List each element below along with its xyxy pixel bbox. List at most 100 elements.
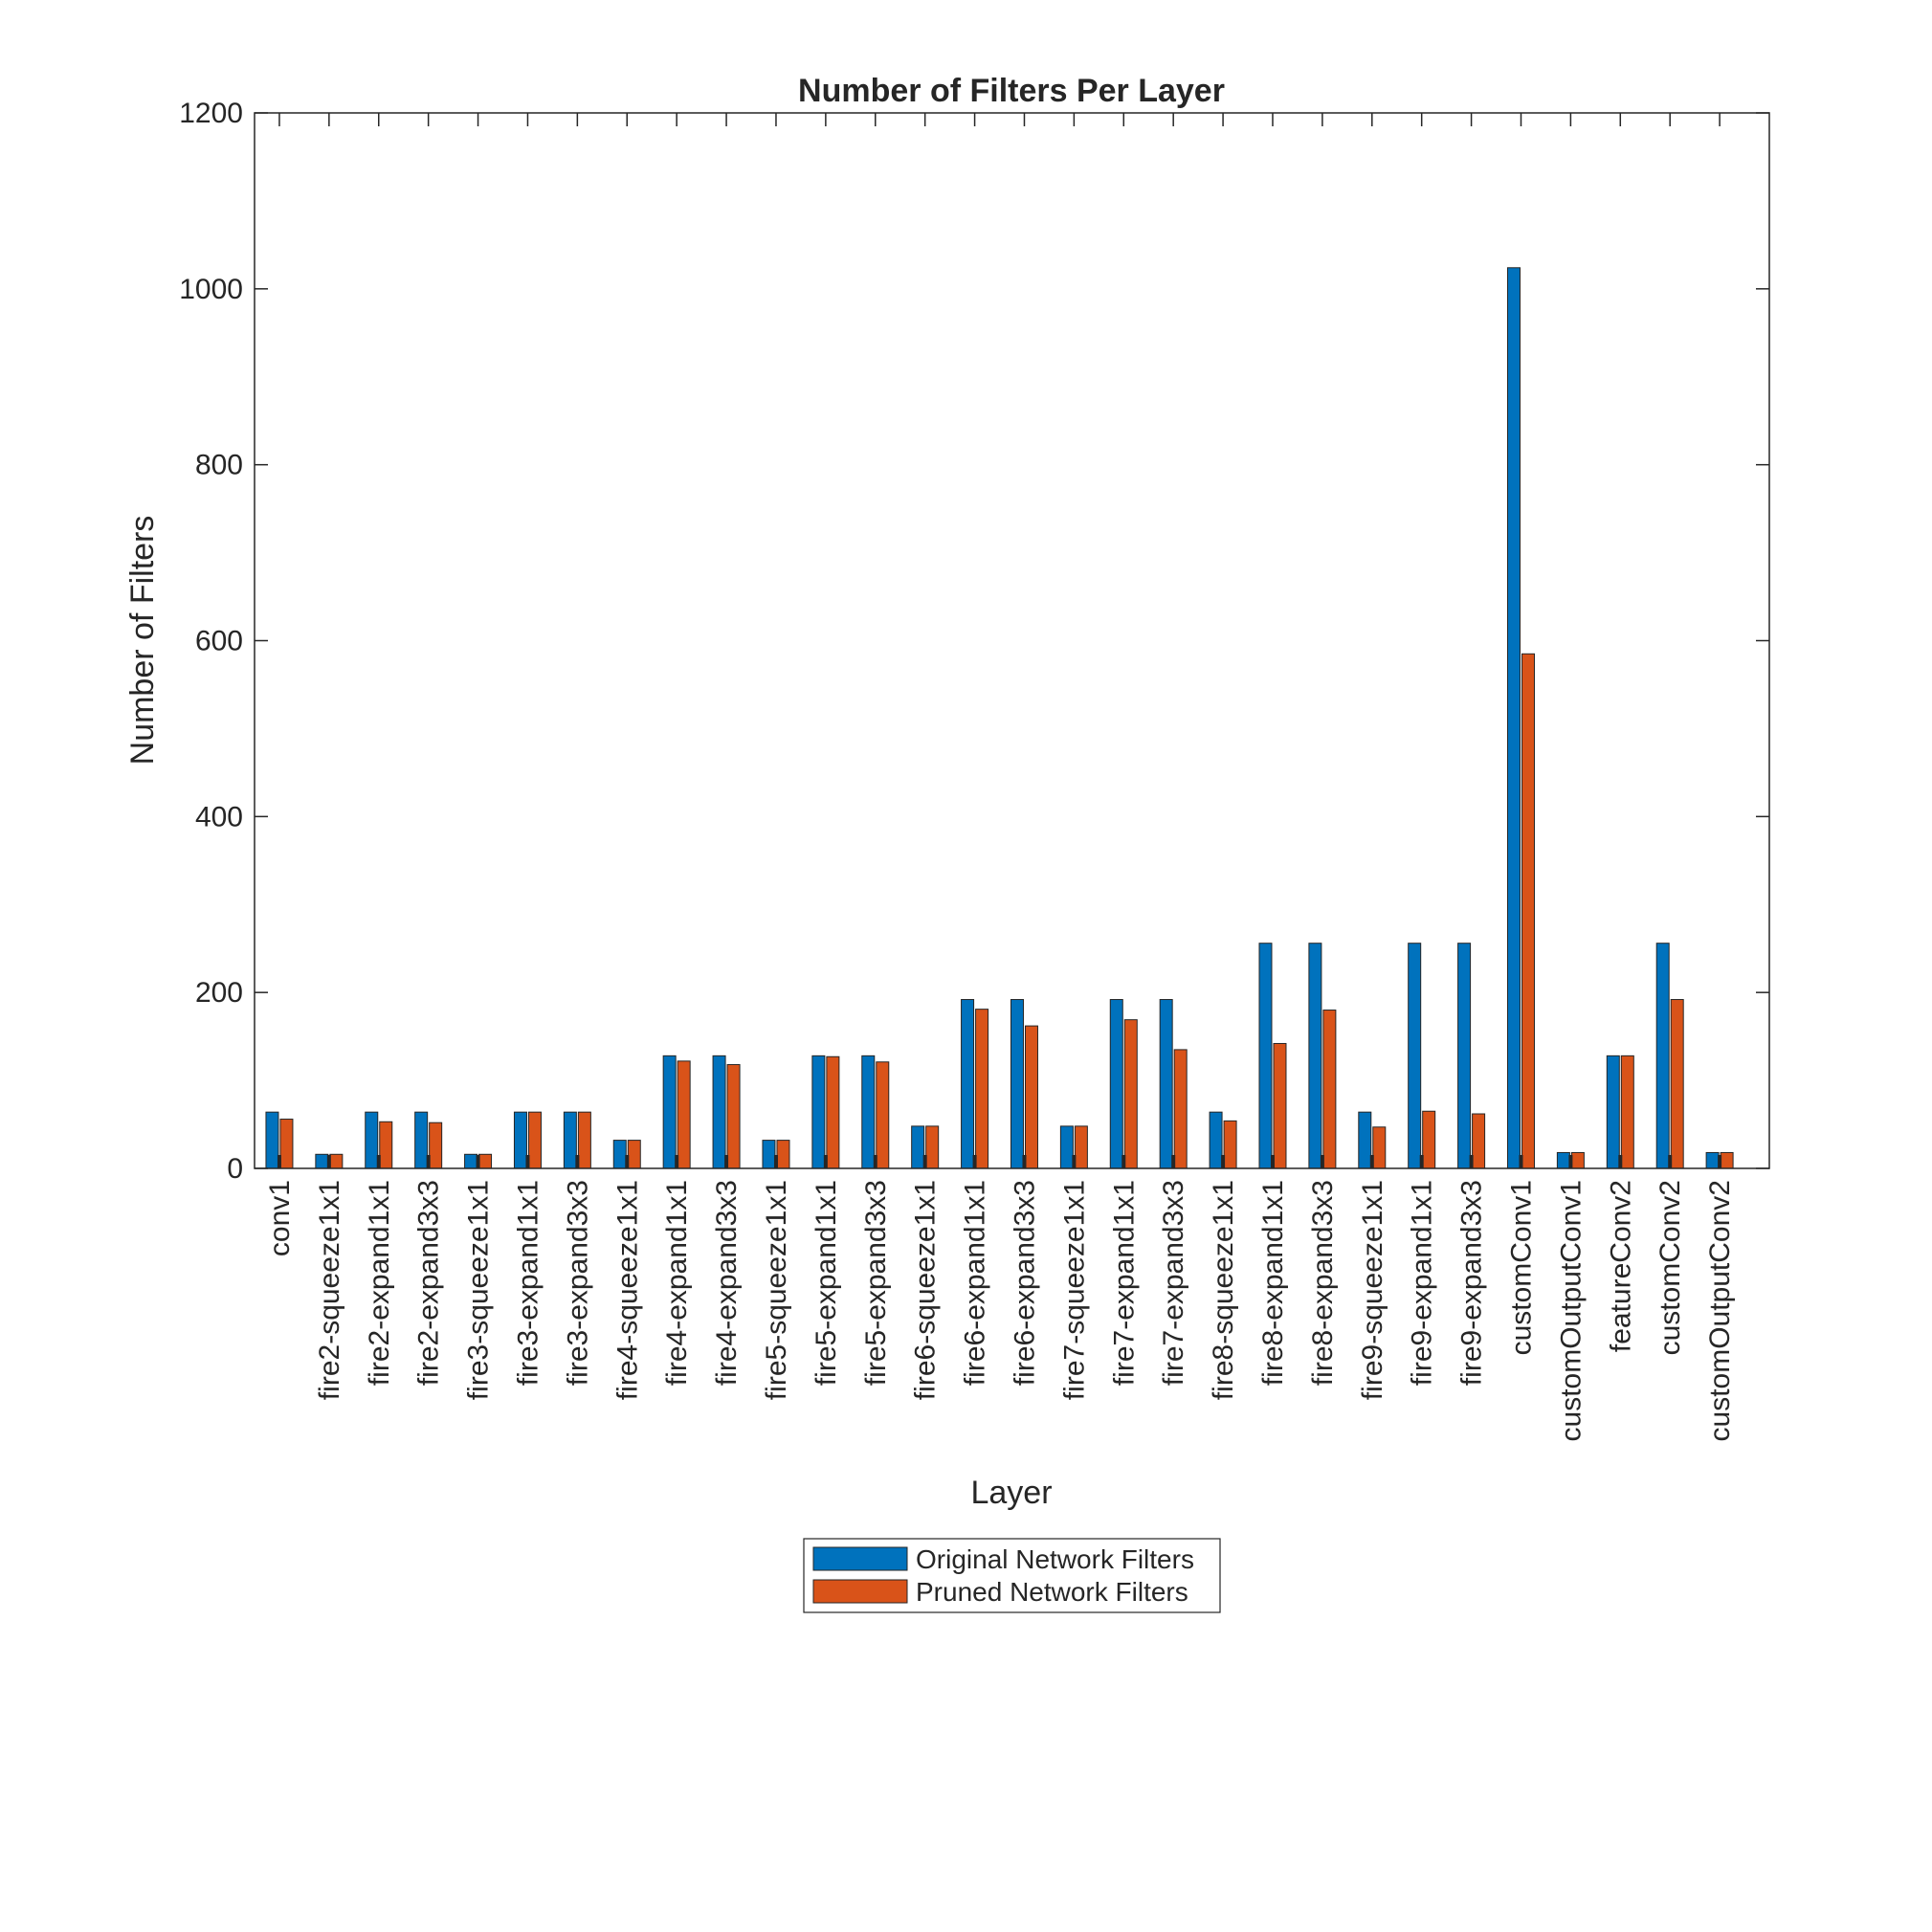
- x-tick-label: fire4-expand3x3: [711, 1180, 743, 1386]
- bar-pruned-fire7-squeeze1x1: [1074, 1125, 1088, 1169]
- x-tick-label: fire8-expand1x1: [1257, 1180, 1289, 1386]
- bar-pruned-customConv2: [1670, 999, 1684, 1169]
- chart-title: Number of Filters Per Layer: [798, 73, 1225, 109]
- bar-original-featureConv2: [1606, 1055, 1620, 1169]
- x-tick-label: fire3-expand1x1: [512, 1180, 544, 1386]
- x-tick-label: fire6-squeeze1x1: [910, 1180, 942, 1400]
- bar-pruned-featureConv2: [1620, 1055, 1634, 1169]
- x-tick-label: customConv1: [1505, 1180, 1537, 1355]
- bar-original-fire2-expand3x3: [414, 1111, 429, 1169]
- bar-pruned-fire3-expand1x1: [527, 1111, 542, 1169]
- x-tick-label: fire6-expand1x1: [960, 1180, 991, 1386]
- legend-swatch-pruned: [812, 1579, 908, 1604]
- bar-pruned-customOutputConv1: [1570, 1151, 1585, 1169]
- x-tick-label: fire2-expand1x1: [364, 1180, 395, 1386]
- bar-original-fire4-squeeze1x1: [612, 1140, 627, 1169]
- bar-original-fire4-expand1x1: [662, 1055, 677, 1169]
- x-tick-label: fire6-expand3x3: [1009, 1180, 1040, 1386]
- bar-original-fire8-expand1x1: [1258, 943, 1273, 1169]
- bar-original-fire6-squeeze1x1: [911, 1125, 925, 1169]
- bar-original-fire7-squeeze1x1: [1059, 1125, 1074, 1169]
- x-tick-label: featureConv2: [1605, 1180, 1636, 1352]
- bar-pruned-fire9-expand1x1: [1422, 1110, 1436, 1169]
- bar-original-fire8-expand3x3: [1308, 943, 1322, 1169]
- y-tick-label: 400: [195, 801, 243, 833]
- bar-original-fire4-expand3x3: [712, 1055, 726, 1169]
- bar-pruned-customOutputConv2: [1720, 1151, 1734, 1169]
- bar-original-fire2-expand1x1: [365, 1111, 379, 1169]
- x-tick-label: fire3-expand3x3: [562, 1180, 593, 1386]
- bar-pruned-fire2-squeeze1x1: [329, 1153, 344, 1169]
- bar-pruned-fire7-expand1x1: [1123, 1019, 1138, 1169]
- legend-label-original: Original Network Filters: [916, 1544, 1194, 1574]
- y-tick-label: 200: [195, 977, 243, 1009]
- x-tick-label: fire5-expand3x3: [860, 1180, 892, 1386]
- x-tick-label: conv1: [264, 1180, 296, 1256]
- bar-original-fire6-expand1x1: [961, 999, 975, 1169]
- bar-pruned-fire7-expand3x3: [1173, 1049, 1188, 1169]
- x-tick-label: fire2-squeeze1x1: [314, 1180, 345, 1400]
- bar-pruned-fire3-expand3x3: [577, 1111, 591, 1169]
- bar-pruned-fire9-squeeze1x1: [1372, 1126, 1387, 1169]
- bar-original-fire9-squeeze1x1: [1358, 1111, 1372, 1169]
- bar-original-fire6-expand3x3: [1010, 999, 1024, 1169]
- bar-pruned-fire5-expand1x1: [826, 1055, 840, 1169]
- y-tick-label: 0: [227, 1153, 243, 1185]
- y-tick-label: 600: [195, 626, 243, 657]
- bar-pruned-fire4-expand3x3: [726, 1064, 741, 1169]
- x-tick-label: fire7-expand1x1: [1108, 1180, 1140, 1386]
- bar-original-fire7-expand1x1: [1109, 999, 1123, 1169]
- bar-original-customConv1: [1506, 267, 1521, 1169]
- bar-pruned-fire3-squeeze1x1: [478, 1153, 493, 1169]
- bar-pruned-conv1: [279, 1119, 294, 1169]
- x-tick-label: fire2-expand3x3: [413, 1180, 445, 1386]
- bar-pruned-fire4-squeeze1x1: [627, 1140, 641, 1169]
- bar-pruned-fire5-expand3x3: [876, 1061, 890, 1169]
- bar-original-fire9-expand1x1: [1408, 943, 1422, 1169]
- x-tick-label: fire5-expand1x1: [811, 1180, 842, 1386]
- bar-pruned-fire8-expand1x1: [1273, 1042, 1287, 1169]
- legend-label-pruned: Pruned Network Filters: [916, 1577, 1188, 1607]
- bar-original-fire3-expand3x3: [563, 1111, 577, 1169]
- x-tick-label: fire8-squeeze1x1: [1208, 1180, 1239, 1400]
- bar-pruned-fire6-squeeze1x1: [925, 1125, 940, 1169]
- bar-original-fire8-squeeze1x1: [1209, 1111, 1223, 1169]
- x-tick-label: fire4-expand1x1: [661, 1180, 693, 1386]
- bar-original-customOutputConv2: [1705, 1151, 1720, 1169]
- bar-pruned-fire6-expand3x3: [1024, 1025, 1038, 1169]
- x-tick-label: fire7-expand3x3: [1158, 1180, 1189, 1386]
- bar-original-customOutputConv1: [1556, 1151, 1570, 1169]
- bar-original-fire7-expand3x3: [1159, 999, 1173, 1169]
- x-tick-label: fire8-expand3x3: [1307, 1180, 1339, 1386]
- bar-pruned-customConv1: [1521, 653, 1535, 1169]
- y-axis-label: Number of Filters: [124, 516, 161, 766]
- bar-original-fire3-squeeze1x1: [464, 1153, 478, 1169]
- x-tick-label: fire3-squeeze1x1: [463, 1180, 495, 1400]
- bar-pruned-fire8-expand3x3: [1322, 1010, 1337, 1169]
- y-tick-label: 1000: [179, 274, 243, 305]
- x-tick-label: fire7-squeeze1x1: [1058, 1180, 1090, 1400]
- bar-pruned-fire8-squeeze1x1: [1223, 1120, 1237, 1169]
- x-tick-label: fire9-expand3x3: [1456, 1180, 1488, 1386]
- bar-pruned-fire5-squeeze1x1: [776, 1140, 790, 1169]
- x-tick-label: fire9-expand1x1: [1407, 1180, 1438, 1386]
- x-tick-label: fire4-squeeze1x1: [611, 1180, 643, 1400]
- bar-pruned-fire2-expand1x1: [379, 1121, 393, 1169]
- x-axis-label: Layer: [970, 1475, 1052, 1511]
- x-tick-label: customOutputConv2: [1704, 1180, 1736, 1441]
- x-tick-label: customConv2: [1654, 1180, 1686, 1355]
- bar-original-conv1: [265, 1111, 279, 1169]
- bar-original-fire9-expand3x3: [1457, 943, 1472, 1169]
- bar-pruned-fire6-expand1x1: [975, 1009, 989, 1169]
- y-tick-label: 800: [195, 450, 243, 481]
- bar-original-fire5-squeeze1x1: [762, 1140, 776, 1169]
- x-tick-label: customOutputConv1: [1555, 1180, 1587, 1441]
- legend: Original Network Filters Pruned Network …: [803, 1538, 1221, 1613]
- legend-swatch-original: [812, 1546, 908, 1571]
- plot-area-border: [254, 112, 1770, 1169]
- bar-original-fire3-expand1x1: [513, 1111, 527, 1169]
- bar-pruned-fire9-expand3x3: [1472, 1113, 1486, 1169]
- bar-original-fire5-expand1x1: [811, 1055, 826, 1169]
